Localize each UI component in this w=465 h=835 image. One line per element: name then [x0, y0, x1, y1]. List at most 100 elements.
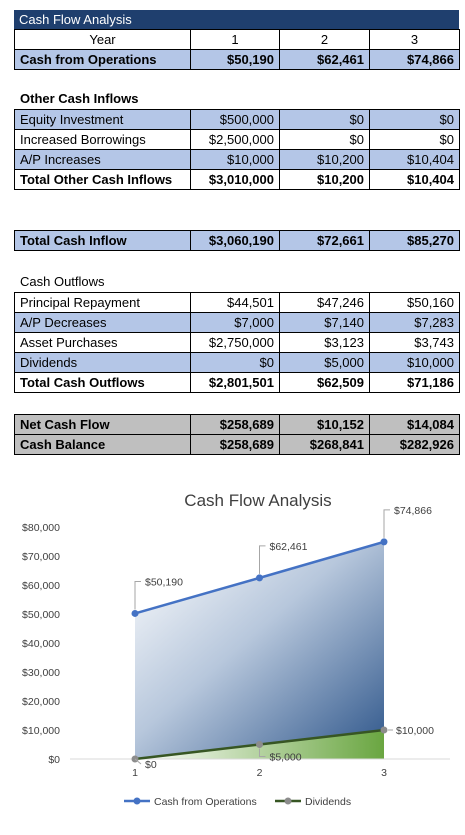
value-cell[interactable]: $2,500,000 — [190, 129, 280, 150]
row-label[interactable]: Cash from Operations — [14, 49, 191, 70]
value-cell[interactable]: $3,010,000 — [190, 169, 280, 190]
row-label[interactable]: Net Cash Flow — [14, 414, 191, 435]
total-inflow-table: Total Cash Inflow $3,060,190 $72,661 $85… — [14, 230, 460, 251]
value-cell[interactable]: $7,283 — [369, 312, 460, 333]
row-label[interactable]: Equity Investment — [14, 109, 191, 130]
table-row: A/P Decreases $7,000 $7,140 $7,283 — [14, 312, 460, 333]
value-cell[interactable]: $3,060,190 — [190, 230, 280, 251]
table-row: Principal Repayment $44,501 $47,246 $50,… — [14, 292, 460, 313]
row-label[interactable]: Total Cash Inflow — [14, 230, 191, 251]
value-cell[interactable]: $7,000 — [190, 312, 280, 333]
table-row: Increased Borrowings $2,500,000 $0 $0 — [14, 129, 460, 150]
value-cell[interactable]: $10,404 — [369, 149, 460, 170]
table-row: Dividends $0 $5,000 $10,000 — [14, 352, 460, 373]
year-header[interactable]: Year — [14, 29, 191, 50]
x-tick-label: 2 — [257, 767, 263, 779]
data-label-leader — [259, 748, 266, 757]
value-cell[interactable]: $0 — [369, 109, 460, 130]
dividends-data-label: $0 — [145, 759, 157, 771]
value-cell[interactable]: $5,000 — [279, 352, 370, 373]
value-cell[interactable]: $0 — [190, 352, 280, 373]
value-cell[interactable]: $0 — [279, 129, 370, 150]
value-cell[interactable]: $268,841 — [279, 434, 370, 455]
value-cell[interactable]: $74,866 — [369, 49, 460, 70]
value-cell[interactable]: $72,661 — [279, 230, 370, 251]
row-label[interactable]: Total Other Cash Inflows — [14, 169, 191, 190]
value-cell[interactable]: $14,084 — [369, 414, 460, 435]
cash-from-operations-data-label: $50,190 — [145, 576, 183, 588]
cash-from-operations-row: Cash from Operations $50,190 $62,461 $74… — [14, 49, 460, 70]
year-2-header[interactable]: 2 — [279, 29, 370, 50]
table-row: Equity Investment $500,000 $0 $0 — [14, 109, 460, 130]
y-tick-label: $80,000 — [22, 522, 60, 534]
other-inflows-heading: Other Cash Inflows — [20, 91, 139, 106]
row-label[interactable]: Increased Borrowings — [14, 129, 191, 150]
row-label[interactable]: Asset Purchases — [14, 332, 191, 353]
row-label[interactable]: Total Cash Outflows — [14, 372, 191, 393]
header-table: Year 1 2 3 Cash from Operations $50,190 … — [14, 29, 460, 70]
value-cell[interactable]: $10,200 — [279, 169, 370, 190]
value-cell[interactable]: $10,404 — [369, 169, 460, 190]
other-inflows-table: Equity Investment $500,000 $0 $0 Increas… — [14, 109, 460, 190]
value-cell[interactable]: $7,140 — [279, 312, 370, 333]
value-cell[interactable]: $47,246 — [279, 292, 370, 313]
value-cell[interactable]: $2,750,000 — [190, 332, 280, 353]
value-cell[interactable]: $10,152 — [279, 414, 370, 435]
sheet-title: Cash Flow Analysis — [14, 10, 459, 29]
row-label[interactable]: A/P Increases — [14, 149, 191, 170]
value-cell[interactable]: $258,689 — [190, 434, 280, 455]
net-cash-flow-row: Net Cash Flow $258,689 $10,152 $14,084 — [14, 414, 460, 435]
cash-from-operations-point — [256, 574, 263, 582]
value-cell[interactable]: $62,509 — [279, 372, 370, 393]
row-label[interactable]: Dividends — [14, 352, 191, 373]
value-cell[interactable]: $500,000 — [190, 109, 280, 130]
value-cell[interactable]: $62,461 — [279, 49, 370, 70]
value-cell[interactable]: $3,743 — [369, 332, 460, 353]
value-cell[interactable]: $50,160 — [369, 292, 460, 313]
value-cell[interactable]: $10,000 — [190, 149, 280, 170]
y-tick-label: $60,000 — [22, 580, 60, 592]
value-cell[interactable]: $3,123 — [279, 332, 370, 353]
cash-balance-row: Cash Balance $258,689 $268,841 $282,926 — [14, 434, 460, 455]
y-tick-label: $30,000 — [22, 667, 60, 679]
data-label-leader — [259, 545, 266, 574]
x-tick-label: 3 — [381, 767, 387, 779]
row-label[interactable]: Cash Balance — [14, 434, 191, 455]
value-cell[interactable]: $44,501 — [190, 292, 280, 313]
dividends-point — [256, 741, 263, 748]
chart-svg: Cash Flow Analysis $0 $10,000 $20,000 $30,0… — [22, 491, 450, 808]
year-1-header[interactable]: 1 — [190, 29, 280, 50]
y-tick-label: $40,000 — [22, 638, 60, 650]
value-cell[interactable]: $85,270 — [369, 230, 460, 251]
value-cell[interactable]: $258,689 — [190, 414, 280, 435]
year-row: Year 1 2 3 — [14, 29, 460, 50]
year-3-header[interactable]: 3 — [369, 29, 460, 50]
data-label-leader — [134, 580, 141, 610]
value-cell[interactable]: $10,200 — [279, 149, 370, 170]
y-tick-label: $50,000 — [22, 609, 60, 621]
total-cash-inflow-row: Total Cash Inflow $3,060,190 $72,661 $85… — [14, 230, 460, 251]
cash-from-operations-data-label: $74,866 — [394, 505, 432, 517]
data-label-leader — [383, 509, 390, 538]
row-label[interactable]: A/P Decreases — [14, 312, 191, 333]
table-row: Asset Purchases $2,750,000 $3,123 $3,743 — [14, 332, 460, 353]
value-cell[interactable]: $10,000 — [369, 352, 460, 373]
row-label[interactable]: Principal Repayment — [14, 292, 191, 313]
legend-ops-marker — [133, 797, 141, 805]
y-tick-label: $10,000 — [22, 725, 60, 737]
chart-title: Cash Flow Analysis — [184, 491, 331, 510]
legend-div-label: Dividends — [305, 796, 351, 808]
y-tick-label: $0 — [48, 754, 60, 766]
total-outflows-row: Total Cash Outflows $2,801,501 $62,509 $… — [14, 372, 460, 393]
y-tick-label: $70,000 — [22, 551, 60, 563]
total-other-inflows-row: Total Other Cash Inflows $3,010,000 $10,… — [14, 169, 460, 190]
value-cell[interactable]: $0 — [369, 129, 460, 150]
x-tick-label: 1 — [132, 767, 138, 779]
value-cell[interactable]: $0 — [279, 109, 370, 130]
value-cell[interactable]: $282,926 — [369, 434, 460, 455]
dividends-data-label: $5,000 — [270, 752, 302, 764]
value-cell[interactable]: $71,186 — [369, 372, 460, 393]
value-cell[interactable]: $2,801,501 — [190, 372, 280, 393]
cash-flow-chart[interactable]: Cash Flow Analysis $0 $10,000 $20,000 $30,0… — [0, 480, 465, 830]
value-cell[interactable]: $50,190 — [190, 49, 280, 70]
